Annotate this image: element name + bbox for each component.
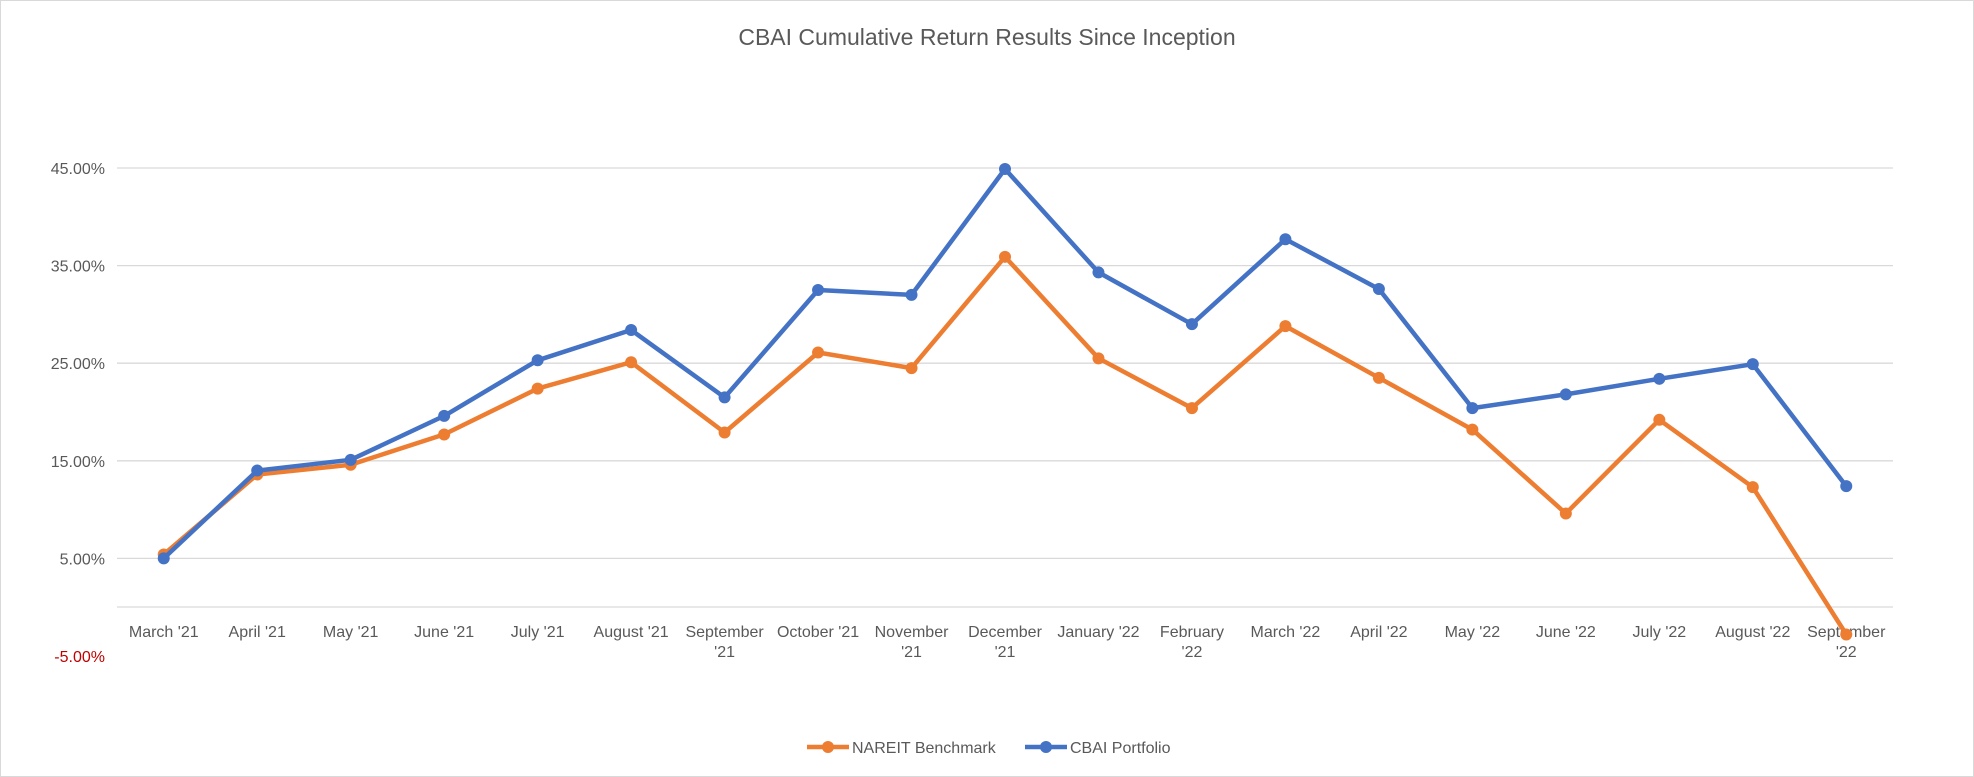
data-point — [1746, 481, 1759, 494]
series-line — [161, 254, 1849, 637]
data-point — [1653, 372, 1666, 385]
series-lines — [157, 162, 1853, 641]
x-tick-label: April '21 — [229, 624, 286, 641]
x-tick-label: July '22 — [1632, 624, 1686, 641]
data-point — [1372, 371, 1385, 384]
data-point — [531, 382, 544, 395]
x-tick-label: September '21 — [685, 624, 764, 661]
y-tick-label: 35.00% — [51, 259, 105, 276]
data-point — [1092, 352, 1105, 365]
x-tick-label: May '21 — [323, 624, 379, 641]
data-point — [1840, 480, 1853, 493]
x-tick-label: February '22 — [1160, 624, 1224, 661]
y-tick-label: 5.00% — [60, 551, 105, 568]
x-tick-label: October '21 — [777, 624, 859, 641]
data-point — [625, 356, 638, 369]
y-tick-label: -5.00% — [54, 649, 105, 666]
data-point — [438, 428, 451, 441]
data-point — [1372, 283, 1385, 296]
data-point — [1185, 318, 1198, 331]
x-tick-label: March '22 — [1251, 624, 1321, 641]
data-point — [531, 354, 544, 367]
legend-item: CBAI Portfolio — [1025, 740, 1171, 757]
x-tick-label: March '21 — [129, 624, 199, 641]
x-tick-label: January '22 — [1057, 624, 1139, 641]
legend: NAREIT Benchmark CBAI Portfolio — [807, 740, 1171, 757]
x-tick-label: July '21 — [511, 624, 565, 641]
data-point — [157, 552, 170, 565]
data-point — [1279, 233, 1292, 246]
data-point — [905, 362, 918, 375]
data-point — [344, 453, 357, 466]
y-axis-ticks: -5.00% 5.00% 15.00% 25.00% 35.00% 45.00% — [51, 161, 105, 666]
data-point — [999, 250, 1011, 263]
x-tick-label: August '21 — [594, 624, 669, 641]
legend-marker — [822, 741, 834, 753]
data-point — [438, 409, 451, 422]
data-point — [1653, 413, 1666, 426]
x-tick-label: April '22 — [1350, 624, 1407, 641]
series-1 — [157, 162, 1853, 565]
data-point — [999, 162, 1011, 175]
gridlines — [117, 167, 1893, 608]
x-tick-label: November '21 — [875, 624, 949, 661]
legend-item: NAREIT Benchmark — [807, 740, 997, 757]
data-point — [812, 284, 825, 296]
data-point — [718, 391, 731, 404]
legend-marker — [1040, 741, 1052, 753]
chart-title: CBAI Cumulative Return Results Since Inc… — [738, 24, 1235, 50]
data-point — [1092, 266, 1105, 279]
data-point — [625, 324, 638, 337]
data-point — [1746, 358, 1759, 371]
x-tick-label: June '21 — [414, 624, 474, 641]
series-0 — [157, 250, 1853, 641]
x-tick-label: June '22 — [1536, 624, 1596, 641]
y-tick-label: 15.00% — [51, 454, 105, 471]
data-point — [1185, 402, 1198, 415]
data-point — [1466, 423, 1479, 436]
x-tick-label: May '22 — [1445, 624, 1501, 641]
data-point — [1559, 507, 1572, 520]
data-point — [718, 426, 731, 439]
x-axis-ticks: March '21 April '21 May '21 June '21 July '2… — [129, 624, 1886, 661]
y-tick-label: 45.00% — [51, 161, 105, 178]
data-point — [1466, 402, 1479, 415]
x-tick-label: August '22 — [1715, 624, 1790, 641]
legend-label: NAREIT Benchmark — [852, 740, 997, 757]
data-point — [1559, 388, 1572, 401]
data-point — [251, 464, 264, 477]
data-point — [1840, 628, 1853, 641]
y-tick-label: 25.00% — [51, 356, 105, 373]
legend-label: CBAI Portfolio — [1070, 740, 1171, 757]
x-tick-label: December '21 — [968, 624, 1042, 661]
data-point — [812, 346, 825, 359]
data-point — [1279, 320, 1292, 333]
data-point — [905, 288, 918, 301]
